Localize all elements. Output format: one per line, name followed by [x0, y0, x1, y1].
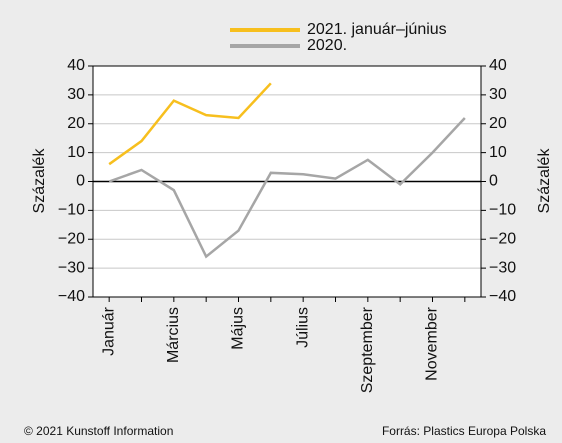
legend-label: 2021. január–június — [307, 21, 447, 38]
x-tick-label: Március — [165, 307, 182, 363]
y2-tick-label: −40 — [489, 288, 516, 305]
y2-tick-label: 0 — [489, 173, 498, 190]
y-tick-label: 30 — [67, 86, 85, 103]
y2-tick-label: 20 — [489, 115, 507, 132]
series-line — [108, 117, 466, 259]
x-tick-label: Január — [100, 306, 117, 356]
y-tick-label: 20 — [67, 115, 85, 132]
y-tick-label: −20 — [58, 230, 85, 247]
y2-tick-label: −20 — [489, 230, 516, 247]
y2-tick-label: 30 — [489, 86, 507, 103]
x-tick-label: Július — [294, 307, 311, 348]
x-tick-label: November — [424, 306, 441, 380]
footer-left: © 2021 Kunstoff Information — [24, 424, 173, 438]
y-tick-label: 0 — [76, 173, 85, 190]
y-axis-label: Százalék — [31, 148, 48, 214]
y2-tick-label: 10 — [489, 144, 507, 161]
series-line — [108, 82, 272, 166]
legend-label: 2020. — [307, 37, 347, 54]
y-tick-label: 10 — [67, 144, 85, 161]
footer-right: Forrás: Plastics Europa Polska — [382, 424, 546, 438]
y2-tick-label: −10 — [489, 202, 516, 219]
plot-border — [92, 65, 482, 298]
y2-tick-label: −30 — [489, 259, 516, 276]
x-tick-label: Szeptember — [359, 306, 376, 393]
y2-axis-label: Százalék — [536, 148, 553, 214]
y-tick-label: −40 — [58, 288, 85, 305]
y2-tick-label: 40 — [489, 57, 507, 74]
y-tick-label: −30 — [58, 259, 85, 276]
y-tick-label: 40 — [67, 57, 85, 74]
x-tick-label: Május — [230, 307, 247, 350]
y-tick-label: −10 — [58, 202, 85, 219]
